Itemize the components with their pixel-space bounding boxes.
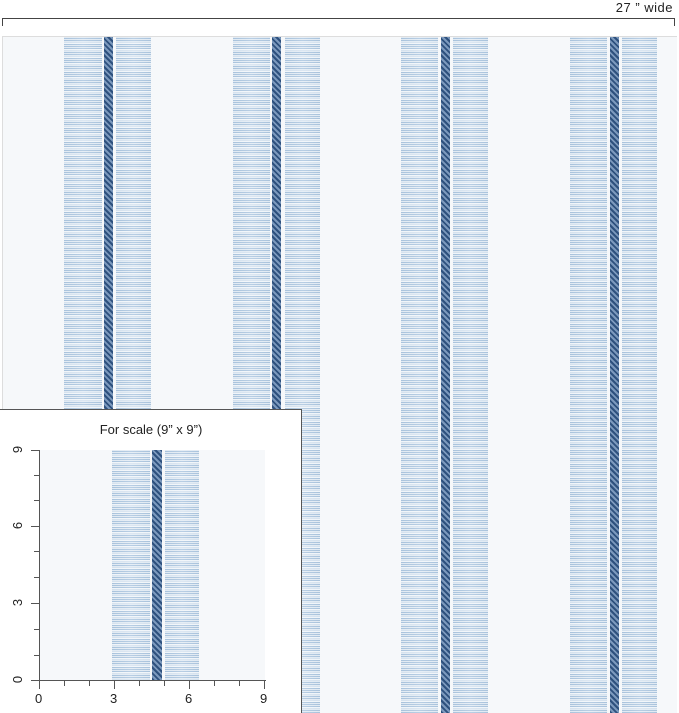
y-tick-label: 3 [10, 598, 26, 607]
x-tick [89, 681, 90, 686]
x-tick [114, 681, 115, 689]
stripe-dark-band [272, 37, 281, 713]
y-tick-label: 0 [10, 675, 26, 684]
x-tick [189, 681, 190, 689]
y-tick [34, 629, 39, 630]
x-tick [64, 681, 65, 686]
stripe-light [570, 37, 607, 713]
stripe-light [622, 37, 657, 713]
x-tick [264, 681, 265, 689]
y-tick [34, 475, 39, 476]
stripe-light [165, 450, 199, 680]
y-tick-label: 9 [10, 445, 26, 454]
x-tick-label: 0 [35, 691, 43, 706]
y-tick [31, 680, 39, 681]
x-tick-label: 6 [185, 691, 193, 706]
y-tick [31, 450, 39, 451]
x-tick [214, 681, 215, 686]
y-axis-line [39, 450, 40, 681]
width-label: 27 ” wide [615, 0, 673, 15]
y-tick [31, 526, 39, 527]
x-tick-label: 3 [110, 691, 118, 706]
stripe-dark-band [104, 37, 113, 713]
y-tick-label: 6 [10, 521, 26, 530]
x-tick [139, 681, 140, 686]
x-tick [39, 681, 40, 689]
stripe-light [453, 37, 488, 713]
x-tick [239, 681, 240, 686]
y-tick [34, 577, 39, 578]
stripe-dark-band [152, 450, 162, 680]
y-tick [34, 500, 39, 501]
x-axis-line [39, 680, 266, 681]
stripe-dark-band [610, 37, 619, 713]
stripe-dark-band [441, 37, 450, 713]
inset-plot [40, 450, 265, 680]
x-tick-label: 9 [260, 691, 268, 706]
inset-title: For scale (9” x 9”) [99, 422, 203, 437]
stripe-light [401, 37, 438, 713]
width-bracket [2, 18, 675, 26]
y-tick [31, 603, 39, 604]
stripe-light [112, 450, 150, 680]
scale-inset: For scale (9” x 9”) 9 6 3 0 0 3 6 9 [0, 409, 302, 713]
y-tick [34, 655, 39, 656]
y-tick [34, 551, 39, 552]
x-tick [164, 681, 165, 686]
